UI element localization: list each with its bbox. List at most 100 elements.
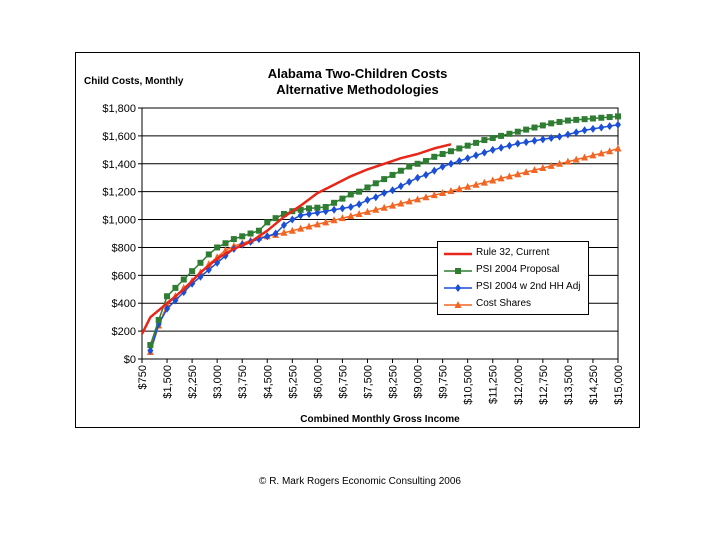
x-tick-label: $4,500 (262, 365, 274, 399)
legend-swatch (444, 301, 472, 308)
data-point (422, 170, 429, 179)
data-point (164, 293, 171, 300)
data-point (372, 180, 379, 187)
x-tick-label: $8,250 (388, 365, 400, 399)
data-point (331, 199, 338, 206)
data-point (598, 114, 605, 121)
data-point (456, 156, 463, 165)
data-point (330, 216, 338, 224)
data-point (230, 236, 237, 243)
data-point (422, 157, 429, 164)
y-tick-label: $1,800 (102, 103, 136, 115)
legend-item: Cost Shares (442, 297, 588, 313)
x-tick-label: $10,500 (463, 365, 475, 405)
data-point (506, 130, 513, 137)
data-point (556, 132, 563, 141)
data-point (397, 199, 405, 207)
data-point (297, 224, 305, 232)
data-point (481, 137, 488, 144)
data-point (539, 163, 547, 171)
data-point (489, 176, 497, 184)
legend-swatch (444, 284, 472, 292)
legend-label: PSI 2004 Proposal (476, 264, 560, 275)
data-point (289, 215, 296, 224)
data-point (489, 134, 496, 141)
legend-swatch-marker (455, 268, 461, 274)
data-point (397, 182, 404, 191)
chart-frame (75, 52, 640, 428)
data-point (414, 160, 421, 167)
data-point (338, 214, 346, 222)
data-point (564, 157, 572, 165)
data-point (606, 147, 614, 155)
x-tick-label: $9,000 (413, 365, 425, 399)
data-point (531, 124, 538, 131)
data-point (239, 233, 246, 240)
data-point (389, 186, 396, 195)
y-axis-label: Child Costs, Monthly (84, 76, 184, 87)
y-tick-label: $1,400 (102, 159, 136, 171)
data-point (548, 133, 555, 142)
data-point (447, 148, 454, 155)
data-point (498, 132, 505, 139)
data-point (363, 207, 371, 215)
data-point (439, 151, 446, 158)
y-tick-label: $1,600 (102, 131, 136, 143)
data-point (305, 222, 313, 230)
data-point (280, 221, 287, 230)
data-point (272, 215, 279, 222)
data-point (364, 196, 371, 205)
y-tick-label: $0 (124, 354, 136, 366)
data-point (489, 145, 496, 154)
data-point (406, 177, 413, 186)
data-point (497, 174, 505, 182)
data-point (389, 171, 396, 178)
data-point (473, 151, 480, 160)
chart-title: Alabama Two-Children Costs Alternative M… (75, 66, 640, 98)
legend-label: Cost Shares (476, 298, 532, 309)
data-point (280, 228, 288, 236)
x-tick-label: $1,500 (162, 365, 174, 399)
data-point (347, 203, 354, 212)
series-line-2 (149, 123, 619, 351)
data-point (589, 151, 597, 159)
data-point (615, 120, 621, 129)
x-tick-label: $7,500 (362, 365, 374, 399)
legend-swatch (444, 252, 472, 256)
data-point (189, 268, 196, 275)
plot-border (141, 107, 619, 360)
data-point (456, 145, 463, 152)
data-point (498, 143, 505, 152)
data-point (356, 188, 363, 195)
data-point (431, 166, 438, 175)
x-tick-label: $3,000 (212, 365, 224, 399)
data-point (214, 244, 221, 251)
data-point (347, 191, 354, 198)
data-point (548, 120, 555, 127)
data-point (480, 178, 488, 186)
data-point (405, 197, 413, 205)
x-tick-label: $3,750 (237, 365, 249, 399)
data-point (556, 118, 563, 125)
data-point (155, 316, 162, 323)
data-point (380, 203, 388, 211)
data-point (523, 138, 530, 147)
data-point (414, 195, 422, 203)
x-tick-label: $6,000 (312, 365, 324, 399)
x-tick-label: $15,000 (613, 365, 625, 405)
data-point (147, 346, 154, 355)
data-point (573, 128, 580, 137)
data-point (247, 230, 254, 237)
data-point (606, 114, 613, 121)
data-point (355, 209, 363, 217)
data-point (272, 229, 279, 238)
data-point (481, 148, 488, 157)
data-point (597, 149, 605, 157)
y-tick-label: $600 (112, 270, 136, 282)
data-point (372, 205, 380, 213)
data-point (572, 155, 580, 163)
data-point (397, 167, 404, 174)
data-point (589, 124, 596, 133)
chart-title-line-2: Alternative Methodologies (276, 82, 439, 97)
data-point (573, 116, 580, 123)
